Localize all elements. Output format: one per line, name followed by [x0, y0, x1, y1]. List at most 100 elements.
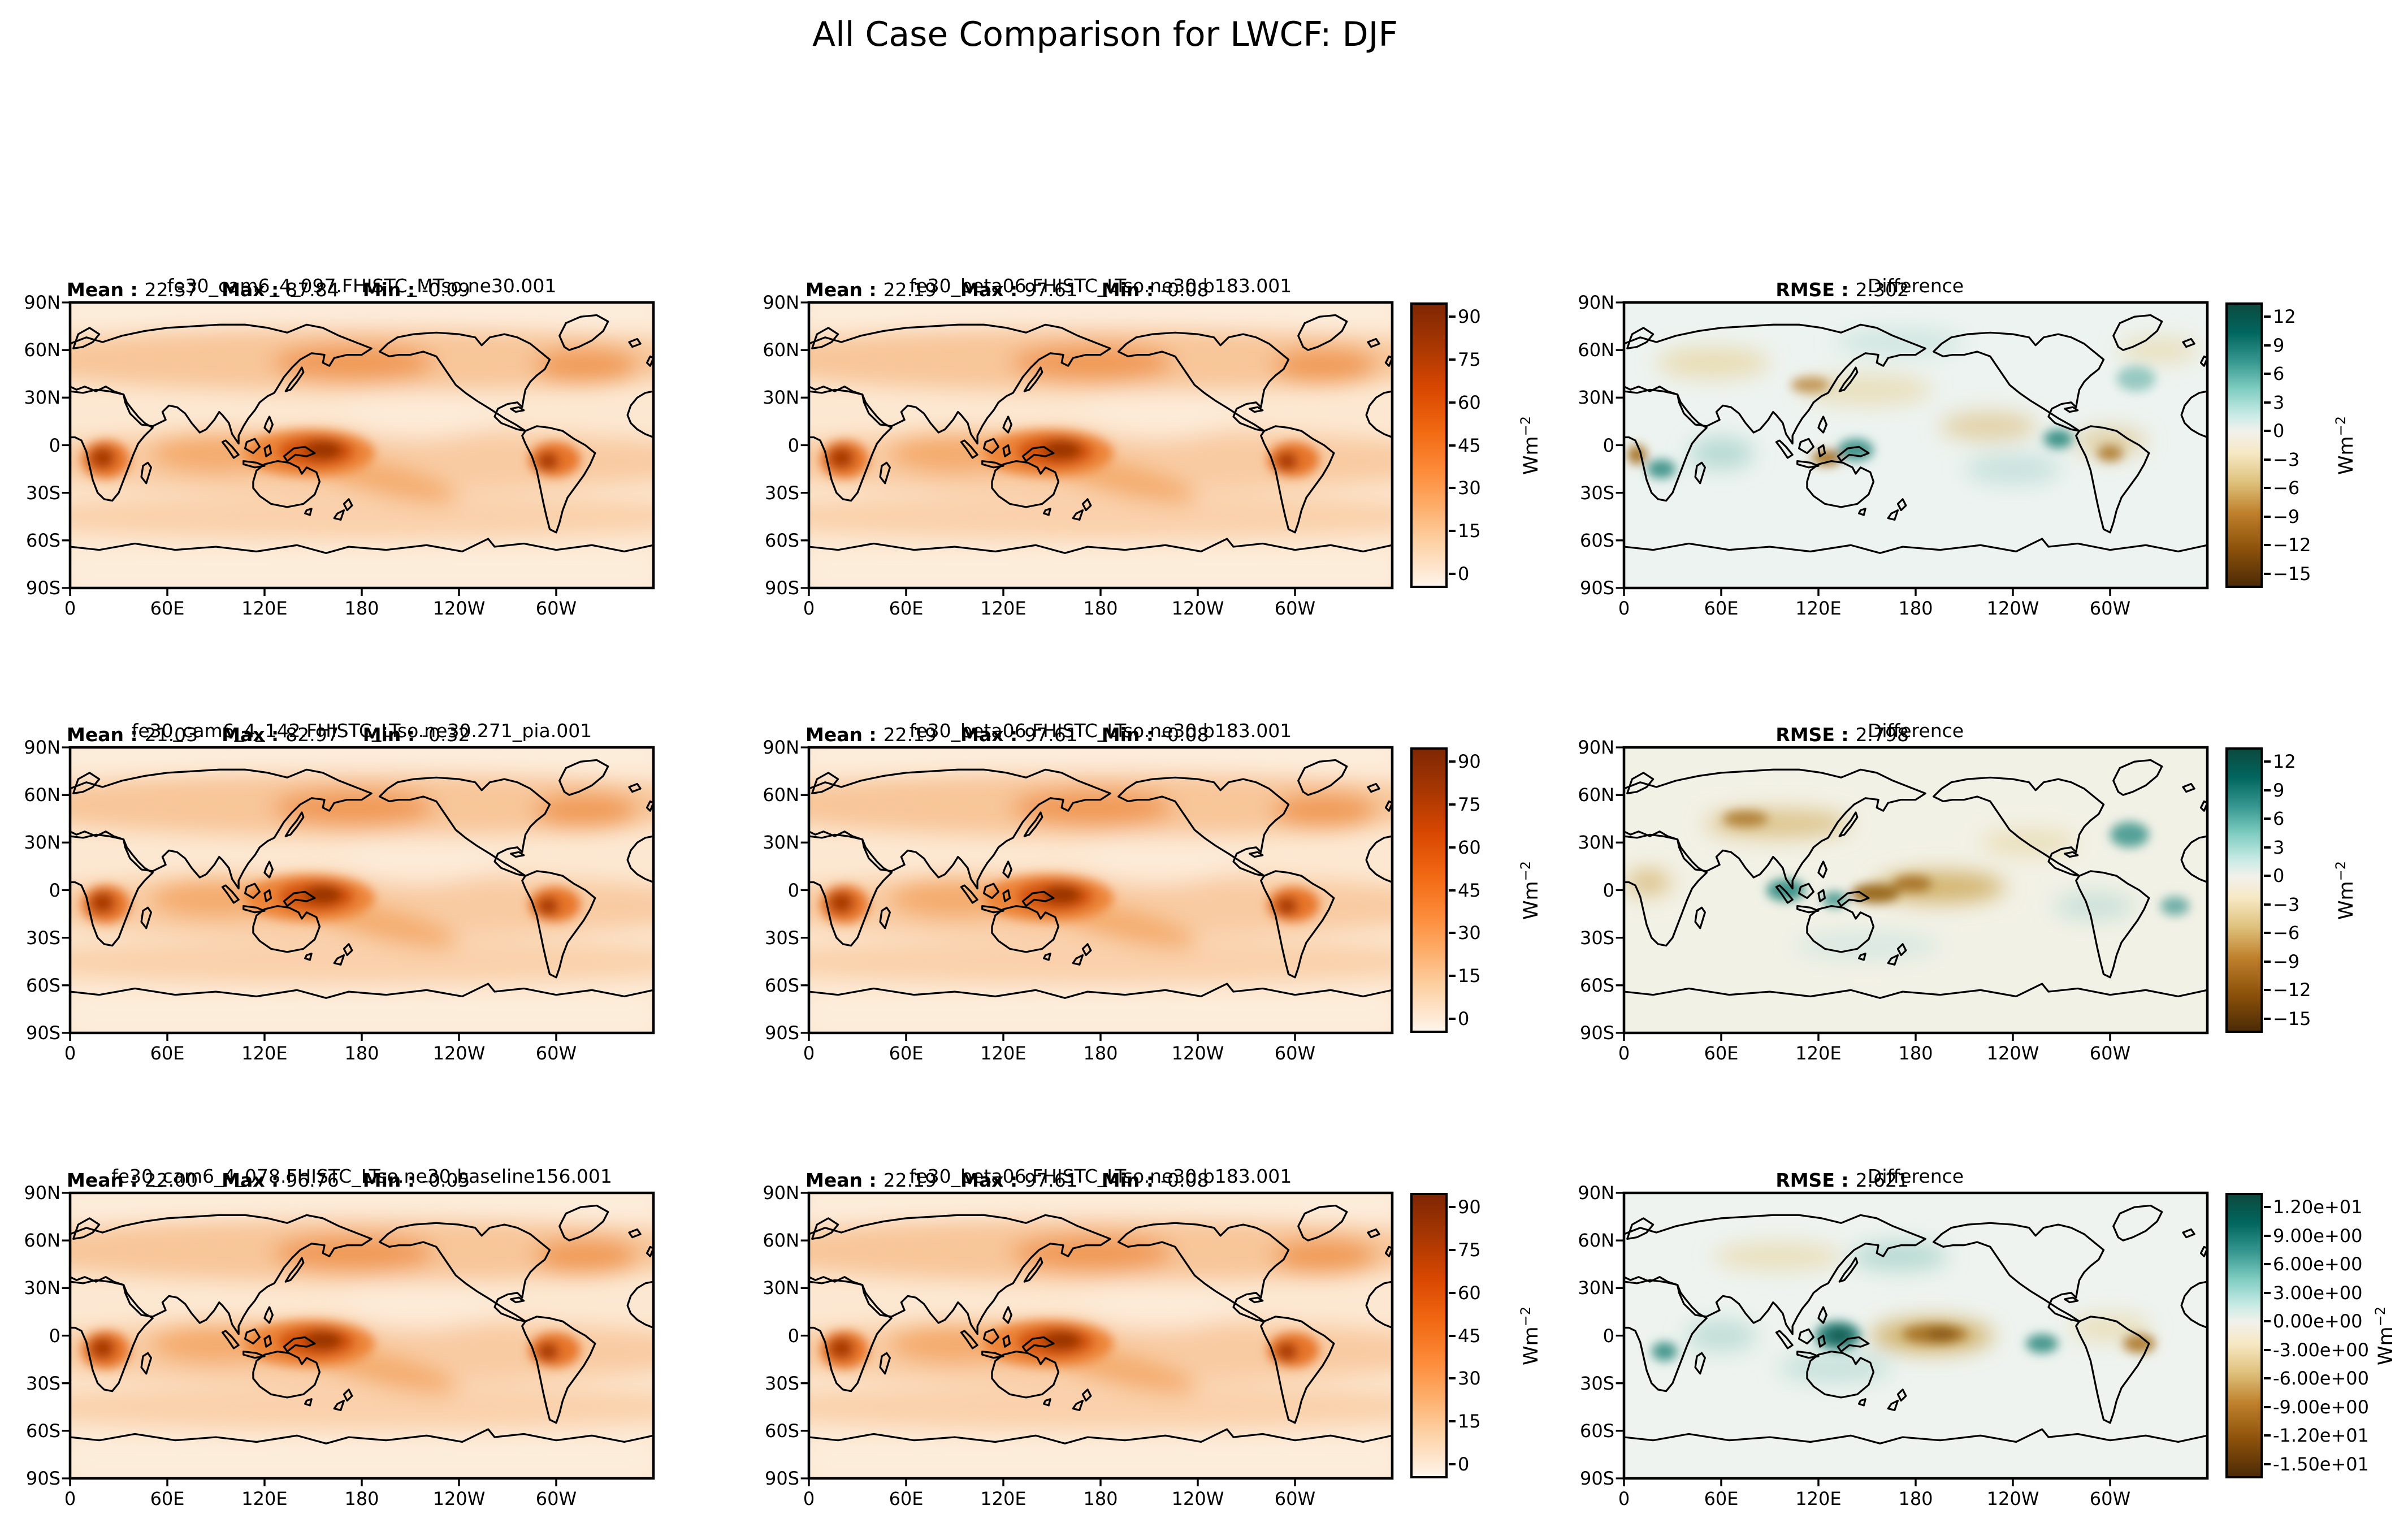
- x-tick-label: 180: [1898, 598, 1933, 619]
- y-tick-label: 30N: [24, 387, 60, 409]
- x-tick-label: 180: [1083, 1488, 1118, 1509]
- x-tick-label: 60E: [1704, 1042, 1739, 1064]
- map-panel-row3-case: fe30_cam6_4_078.FHISTC_LTso.ne30.baselin…: [24, 1165, 655, 1509]
- x-tick-label: 0: [1618, 598, 1630, 619]
- colorbar-tick-label: −6: [2263, 922, 2300, 944]
- world-map-contour: [60, 1191, 655, 1487]
- world-map-contour: [1614, 1191, 2209, 1487]
- colorbar-tick-label: −9: [2263, 950, 2300, 972]
- stat-rmse-value: 2.302: [1855, 279, 1909, 301]
- y-tick-label: 90S: [764, 1468, 799, 1489]
- colorbar-diff-row1: 12 9 6 3 0 −3 −6 −9 −12 −15 Wm−2: [2225, 302, 2358, 588]
- x-tick-label: 180: [1083, 1042, 1118, 1064]
- y-tick-label: 90N: [24, 292, 60, 313]
- x-tick-label: 60E: [889, 598, 924, 619]
- colorbar-tick-label: 60: [1449, 391, 1481, 413]
- y-tick-label: 60N: [1578, 1230, 1614, 1252]
- x-tick-label: 0: [64, 1042, 76, 1064]
- y-tick-label: 30S: [764, 1372, 799, 1394]
- x-tick-label: 120W: [1986, 1042, 2039, 1064]
- colorbar-tick-label: 9: [2263, 334, 2285, 356]
- y-tick-label: 30S: [1579, 482, 1614, 504]
- colorbar-diff-row3: 1.20e+01 9.00e+00 6.00e+00 3.00e+00 0.00e+00…: [2225, 1193, 2397, 1478]
- y-tick-label: 90N: [24, 1182, 60, 1204]
- colorbar-tick-label: 3: [2263, 836, 2285, 858]
- x-tick-label: 60W: [1274, 598, 1316, 619]
- world-map-contour: [1614, 301, 2209, 597]
- x-tick-label: 0: [1618, 1488, 1630, 1509]
- stat-min-label: Min :: [1101, 1169, 1154, 1191]
- colorbar-gradient: [2225, 1193, 2263, 1478]
- panel-stats: RMSE : 2.798: [1775, 724, 1933, 746]
- x-tick-label: 120E: [1795, 1042, 1842, 1064]
- x-tick-label: 60E: [150, 1042, 185, 1064]
- colorbar-tick-label: 90: [1449, 306, 1481, 328]
- stat-min-value: -0.08: [1160, 724, 1209, 746]
- stat-min-label: Min :: [1101, 724, 1154, 746]
- x-tick-label: 0: [803, 598, 815, 619]
- stat-min-value: -0.08: [1160, 1169, 1209, 1191]
- colorbar-units-label: Wm−2: [1518, 1306, 1543, 1365]
- world-map-contour: [60, 301, 655, 597]
- y-tick-label: 90N: [763, 292, 799, 313]
- stat-mean-value: 22.00: [144, 1169, 198, 1191]
- y-tick-label: 0: [787, 879, 799, 901]
- colorbar-units-label: Wm−2: [1518, 860, 1543, 920]
- map-panel-row2-reference: fe30_beta06.FHISTC_LTso.ne30.b183.001 Me…: [763, 720, 1394, 1064]
- stat-max-value: 97.61: [1024, 279, 1078, 301]
- x-tick-label: 0: [803, 1488, 815, 1509]
- colorbar-tick-label: 12: [2264, 306, 2296, 328]
- stat-mean-value: 22.19: [883, 279, 937, 301]
- colorbar-tick-label: 75: [1449, 349, 1481, 370]
- colorbar-gradient: [2225, 302, 2263, 588]
- stat-max-label: Max :: [222, 724, 279, 746]
- x-tick-label: 60E: [889, 1042, 924, 1064]
- y-tick-label: 30N: [24, 832, 60, 854]
- y-tick-label: 90N: [763, 1182, 799, 1204]
- y-tick-label: 60S: [1579, 974, 1614, 996]
- colorbar-tick-label: −6: [2263, 477, 2300, 499]
- x-tick-label: 120E: [1795, 598, 1842, 619]
- y-tick-label: 0: [49, 879, 60, 901]
- colorbar-gradient: [2225, 747, 2263, 1033]
- x-tick-label: 60E: [150, 598, 185, 619]
- x-tick-label: 120W: [432, 598, 486, 619]
- colorbar-tick-label: 45: [1449, 434, 1481, 456]
- colorbar-tick-label: 60: [1449, 836, 1481, 858]
- colorbar-tick-label: -1.20e+01: [2263, 1425, 2370, 1447]
- stat-mean-value: 22.19: [883, 1169, 937, 1191]
- colorbar-model-row3: 90 75 60 45 30 15 0 Wm−2: [1410, 1193, 1543, 1478]
- x-tick-label: 120W: [1171, 598, 1224, 619]
- colorbar-tick-label: −15: [2264, 563, 2311, 585]
- world-map-contour: [1614, 746, 2209, 1042]
- colorbar-tick-label: 30: [1449, 1368, 1481, 1390]
- stat-mean-value: 22.37: [144, 279, 198, 301]
- y-tick-label: 60N: [1578, 339, 1614, 361]
- panel-title: fe30_cam6_4_078.FHISTC_LTso.ne30.baselin…: [111, 1165, 612, 1187]
- colorbar-tick-label: 12: [2264, 751, 2296, 773]
- x-tick-label: 180: [1898, 1488, 1933, 1509]
- stat-mean-label: Mean :: [805, 724, 877, 746]
- y-tick-label: 90N: [1578, 1182, 1614, 1204]
- y-tick-label: 90S: [25, 577, 60, 599]
- map-panel-row3-reference: fe30_beta06.FHISTC_LTso.ne30.b183.001 Me…: [763, 1165, 1394, 1509]
- panel-title: fe30_beta06.FHISTC_LTso.ne30.b183.001: [909, 1165, 1292, 1187]
- panel-stats: RMSE : 2.621: [1775, 1169, 1933, 1191]
- stat-rmse-value: 2.798: [1855, 724, 1909, 746]
- y-tick-label: 90N: [1578, 737, 1614, 758]
- x-tick-label: 60W: [535, 1488, 577, 1509]
- colorbar-tick-label: 75: [1449, 794, 1481, 815]
- stat-max-label: Max :: [960, 279, 1018, 301]
- x-tick-label: 180: [1898, 1042, 1933, 1064]
- y-tick-label: 60N: [24, 339, 60, 361]
- colorbar-tick-label: -6.00e+00: [2263, 1368, 2370, 1390]
- y-tick-label: 60S: [25, 529, 60, 551]
- colorbar-tick-label: 6: [2263, 363, 2285, 385]
- y-tick-label: 90S: [764, 577, 799, 599]
- stat-min-value: -0.08: [1160, 279, 1209, 301]
- panel-stats: RMSE : 2.302: [1775, 279, 1933, 301]
- y-tick-label: 30S: [1579, 927, 1614, 949]
- y-tick-label: 0: [1603, 1325, 1614, 1347]
- colorbar-tick-label: 0: [1448, 1453, 1470, 1475]
- colorbar-tick-label: 15: [1449, 1411, 1481, 1432]
